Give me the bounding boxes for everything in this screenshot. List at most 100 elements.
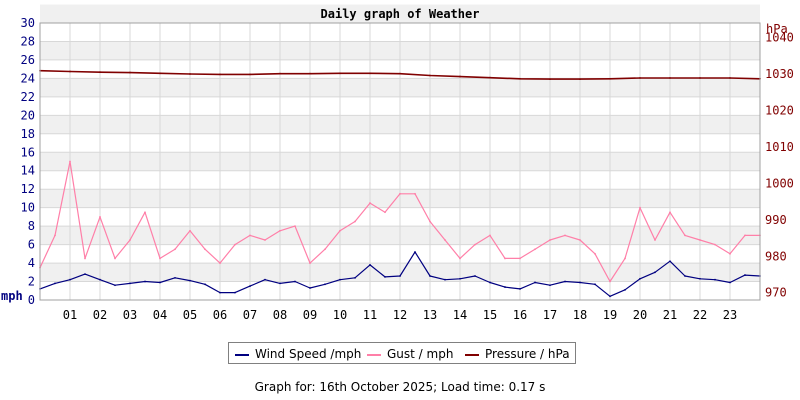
x-tick-label: 17 bbox=[543, 308, 557, 322]
left-tick-label: 6 bbox=[28, 238, 35, 252]
data-point-gust bbox=[279, 229, 281, 232]
data-point-gust bbox=[174, 248, 176, 251]
data-point-gust bbox=[699, 239, 701, 241]
legend-label-wind: Wind Speed /mph bbox=[255, 347, 362, 361]
plot-border bbox=[39, 22, 761, 301]
data-point-pressure bbox=[519, 77, 521, 80]
legend-item-wind: Wind Speed /mph bbox=[235, 347, 361, 361]
left-tick-label: 18 bbox=[21, 127, 35, 141]
x-tick-label: 13 bbox=[423, 308, 437, 322]
data-point-wind-speed bbox=[579, 281, 581, 284]
data-point-wind-speed bbox=[699, 277, 701, 280]
x-tick-label: 23 bbox=[723, 308, 737, 322]
data-point-pressure bbox=[459, 75, 461, 78]
right-tick-label: 990 bbox=[765, 213, 787, 227]
x-tick-label: 06 bbox=[213, 308, 227, 322]
right-axis-label: hPa bbox=[766, 22, 788, 36]
data-point-gust bbox=[489, 234, 491, 237]
data-point-gust bbox=[534, 248, 536, 251]
x-tick-label: 03 bbox=[123, 308, 137, 322]
data-point-gust bbox=[294, 225, 296, 228]
x-tick-label: 21 bbox=[663, 308, 677, 322]
right-tick-label: 1030 bbox=[765, 67, 794, 81]
x-tick-label: 12 bbox=[393, 308, 407, 322]
data-point-pressure bbox=[339, 72, 341, 75]
data-point-wind-speed bbox=[549, 284, 551, 287]
data-point-wind-speed bbox=[234, 291, 236, 294]
data-point-gust bbox=[144, 211, 146, 214]
left-tick-label: 16 bbox=[21, 145, 35, 159]
data-point-pressure bbox=[729, 77, 731, 79]
data-point-pressure bbox=[669, 77, 671, 79]
data-point-gust bbox=[654, 239, 656, 241]
data-point-gust bbox=[504, 257, 506, 260]
data-point-pressure bbox=[549, 78, 551, 81]
x-tick-label: 07 bbox=[243, 308, 257, 322]
x-tick-label: 08 bbox=[273, 308, 287, 322]
data-point-gust bbox=[219, 262, 221, 264]
x-tick-label: 04 bbox=[153, 308, 167, 322]
data-point-pressure bbox=[249, 73, 251, 76]
data-point-pressure bbox=[579, 78, 581, 81]
data-point-wind-speed bbox=[444, 278, 446, 281]
data-point-pressure bbox=[399, 72, 401, 75]
data-point-wind-speed bbox=[624, 288, 626, 291]
legend-swatch-gust bbox=[367, 353, 381, 356]
left-tick-label: 12 bbox=[21, 182, 35, 196]
right-tick-label: 1020 bbox=[765, 103, 794, 117]
data-point-wind-speed bbox=[99, 278, 101, 281]
data-point-pressure bbox=[309, 72, 311, 75]
data-point-pressure bbox=[159, 72, 161, 75]
data-point-wind-speed bbox=[384, 276, 386, 278]
x-tick-label: 09 bbox=[303, 308, 317, 322]
data-point-pressure bbox=[429, 74, 431, 77]
data-point-wind-speed bbox=[609, 295, 611, 298]
data-point-wind-speed bbox=[504, 286, 506, 288]
data-point-pressure bbox=[189, 73, 191, 75]
right-tick-label: 1040 bbox=[765, 31, 794, 45]
x-tick-label: 15 bbox=[483, 308, 497, 322]
data-point-pressure bbox=[129, 71, 131, 74]
data-point-wind-speed bbox=[204, 283, 206, 286]
data-point-gust bbox=[339, 229, 341, 232]
x-tick-label: 19 bbox=[603, 308, 617, 322]
data-point-wind-speed bbox=[414, 251, 416, 253]
left-tick-label: 30 bbox=[21, 16, 35, 30]
legend-label-gust: Gust / mph bbox=[387, 347, 454, 361]
data-point-gust bbox=[744, 234, 746, 237]
data-point-gust bbox=[444, 239, 446, 241]
axes-layer: 01 02 03 04 05 06 07 08 09 10 11 12 13 14 15 16 17 18 19 20… bbox=[21, 16, 794, 322]
left-tick-label: 20 bbox=[21, 108, 35, 122]
data-point-gust bbox=[369, 202, 371, 204]
plot-grid bbox=[40, 22, 760, 301]
data-point-wind-speed bbox=[639, 277, 641, 280]
data-point-gust bbox=[324, 248, 326, 251]
data-point-wind-speed bbox=[294, 280, 296, 283]
data-point-gust bbox=[114, 257, 116, 260]
data-point-wind-speed bbox=[339, 278, 341, 281]
left-tick-label: 26 bbox=[21, 53, 35, 67]
data-point-wind-speed bbox=[324, 283, 326, 286]
left-tick-label: 2 bbox=[28, 275, 35, 289]
x-tick-label: 18 bbox=[573, 308, 587, 322]
data-point-wind-speed bbox=[729, 281, 731, 284]
chart-title: Daily graph of Weather bbox=[321, 7, 480, 21]
data-point-wind-speed bbox=[354, 276, 356, 279]
left-tick-label: 24 bbox=[21, 71, 35, 85]
data-point-wind-speed bbox=[264, 278, 266, 281]
left-tick-label: 28 bbox=[21, 34, 35, 48]
data-point-wind-speed bbox=[669, 260, 671, 263]
data-point-pressure bbox=[369, 72, 371, 75]
data-point-gust bbox=[714, 243, 716, 246]
data-point-gust bbox=[159, 257, 161, 260]
data-point-gust bbox=[579, 239, 581, 241]
data-point-gust bbox=[414, 192, 416, 195]
data-point-gust bbox=[639, 206, 641, 209]
x-tick-label: 02 bbox=[93, 308, 107, 322]
data-point-gust bbox=[129, 239, 131, 241]
data-point-gust bbox=[84, 257, 86, 260]
data-point-gust bbox=[234, 243, 236, 246]
x-tick-label: 11 bbox=[363, 308, 377, 322]
data-point-pressure bbox=[639, 77, 641, 79]
data-point-wind-speed bbox=[84, 273, 86, 276]
